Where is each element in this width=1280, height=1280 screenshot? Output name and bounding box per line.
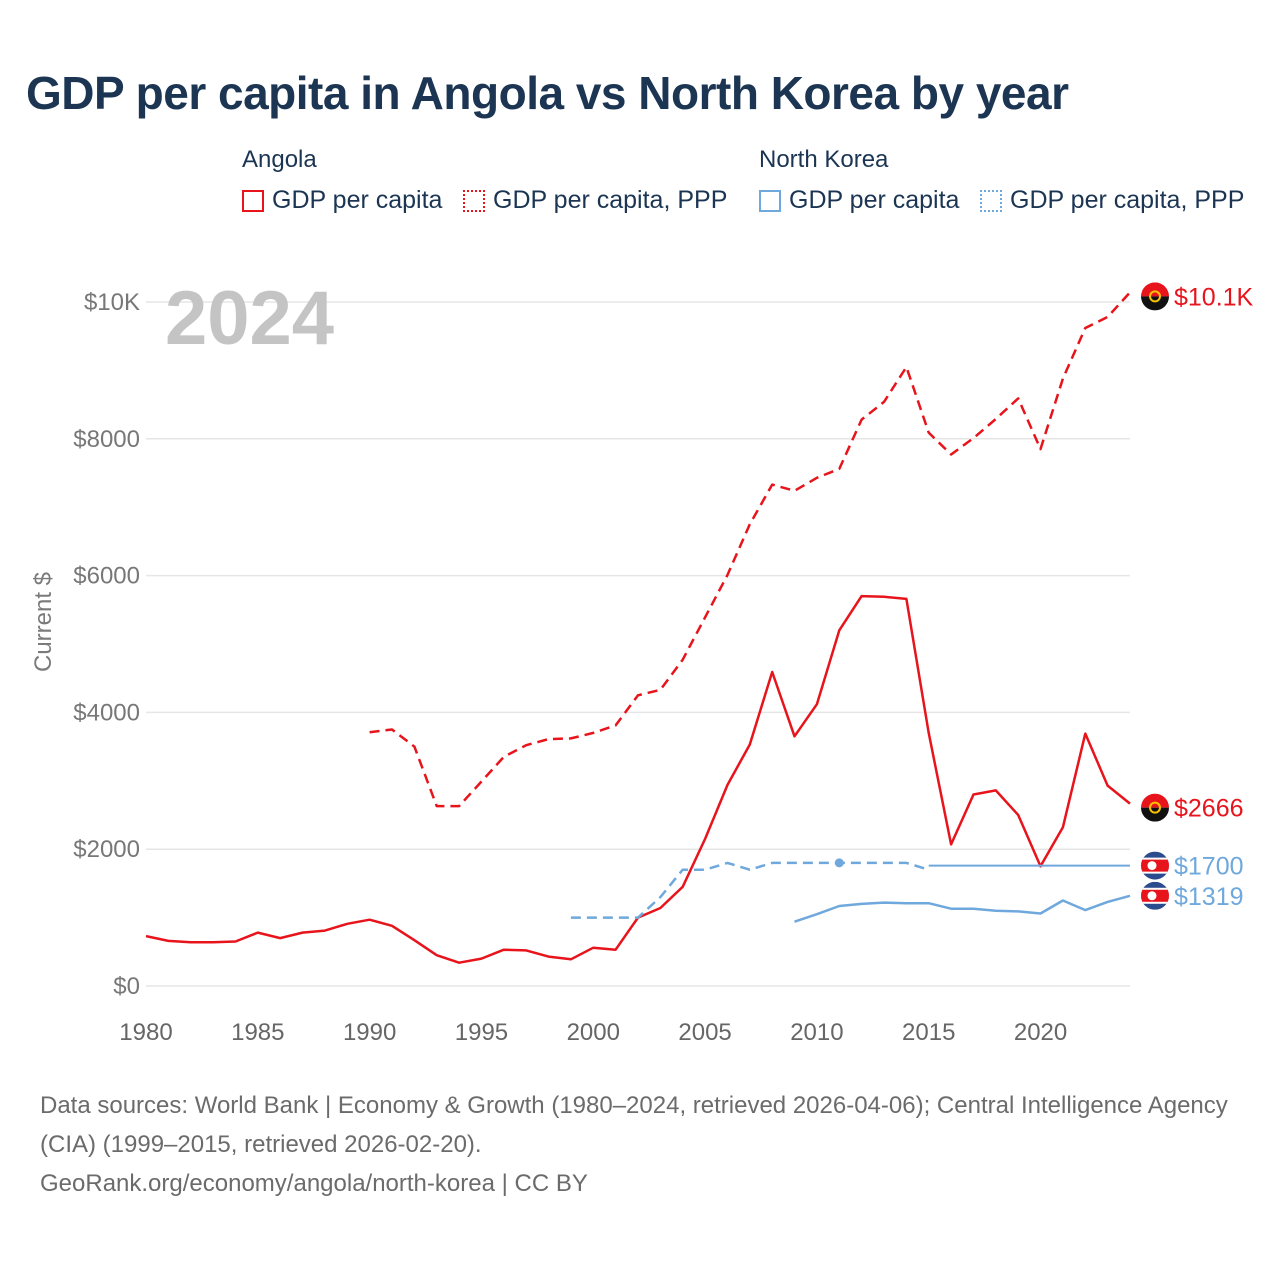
x-tick-label: 2000 bbox=[567, 1019, 620, 1046]
footer-source: Data sources: World Bank | Economy & Gro… bbox=[40, 1092, 1228, 1158]
series-group bbox=[145, 291, 1131, 964]
angola-flag-icon bbox=[1141, 282, 1169, 311]
angola-flag-icon bbox=[1141, 793, 1169, 822]
y-axis-label: Current $ bbox=[30, 572, 57, 672]
year-watermark: 2024 bbox=[165, 276, 334, 361]
x-tick-label: 2020 bbox=[1014, 1019, 1067, 1046]
y-tick-label: $0 bbox=[113, 973, 140, 1000]
y-tick-label: $6000 bbox=[73, 563, 140, 590]
y-tick-label: $8000 bbox=[73, 426, 140, 453]
legend-item-north-korea-gdp-ppp[interactable]: GDP per capita, PPP bbox=[980, 186, 1244, 215]
legend-group-angola: Angola bbox=[242, 146, 317, 173]
x-tick-label: 1985 bbox=[231, 1019, 284, 1046]
series-end-label: $2666 bbox=[1174, 795, 1244, 823]
x-tick-label: 2015 bbox=[902, 1019, 955, 1046]
y-tick-label: $2000 bbox=[73, 836, 140, 863]
legend-label: GDP per capita, PPP bbox=[493, 186, 728, 214]
legend-label: GDP per capita bbox=[272, 186, 443, 214]
legend-swatch-solid-blue bbox=[759, 189, 781, 212]
series-end-label: $10.1K bbox=[1174, 283, 1254, 311]
y-axis-ticks: $0 $2000 $4000 $6000 $8000 $10K bbox=[73, 289, 140, 1000]
legend-swatch-solid-red bbox=[242, 189, 264, 212]
series-line-3[interactable] bbox=[570, 861, 930, 919]
series-line-1[interactable] bbox=[369, 291, 1131, 808]
series-end-label: $1700 bbox=[1174, 853, 1244, 881]
legend-item-angola-gdp-ppp[interactable]: GDP per capita, PPP bbox=[463, 186, 727, 215]
footer-link[interactable]: GeoRank.org/economy/angola/north-korea |… bbox=[40, 1170, 588, 1197]
y-tick-label: $4000 bbox=[73, 699, 140, 726]
legend-item-angola-gdp[interactable]: GDP per capita bbox=[242, 186, 442, 215]
series-line-0[interactable] bbox=[145, 594, 1131, 964]
x-tick-label: 1990 bbox=[343, 1019, 396, 1046]
north-korea-flag-icon bbox=[1141, 881, 1169, 910]
chart-title: GDP per capita in Angola vs North Korea … bbox=[26, 67, 1069, 119]
x-tick-label: 2005 bbox=[678, 1019, 731, 1046]
legend-label: GDP per capita, PPP bbox=[1010, 186, 1245, 214]
series-end-label: $1319 bbox=[1174, 883, 1244, 911]
legend-swatch-dotted-blue bbox=[980, 189, 1002, 212]
x-tick-label: 1980 bbox=[119, 1019, 172, 1046]
series-line-2[interactable] bbox=[794, 894, 1131, 923]
x-axis-ticks: 1980 1985 1990 1995 2000 2005 2010 2015 2020 bbox=[119, 1019, 1067, 1046]
legend-swatch-dotted-red bbox=[463, 189, 485, 212]
legend-item-north-korea-gdp[interactable]: GDP per capita bbox=[759, 186, 959, 215]
legend-label: GDP per capita bbox=[789, 186, 960, 214]
grid-lines bbox=[146, 301, 1130, 987]
x-tick-label: 1995 bbox=[455, 1019, 508, 1046]
legend-group-north-korea: North Korea bbox=[759, 146, 889, 173]
y-tick-label: $10K bbox=[84, 289, 140, 316]
end-markers: $10.1K $2666 $1700$1319 bbox=[1141, 282, 1254, 911]
series-point-marker[interactable] bbox=[834, 858, 844, 868]
x-tick-label: 2010 bbox=[790, 1019, 843, 1046]
north-korea-flag-icon bbox=[1141, 851, 1169, 880]
